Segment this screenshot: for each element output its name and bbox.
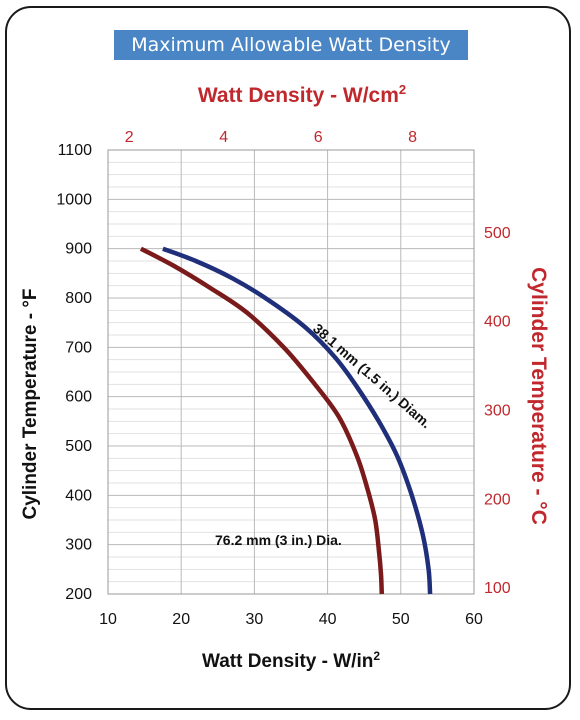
x-tick-label: 60 — [465, 611, 483, 628]
y-tick-label: 1000 — [56, 191, 92, 208]
x2-tick-label: 6 — [314, 129, 323, 146]
x-tick-label: 10 — [99, 611, 117, 628]
x-tick-label: 30 — [246, 611, 264, 628]
x2-tick-label: 4 — [219, 129, 228, 146]
top-axis-title-text: Watt Density - W/cm — [198, 84, 399, 107]
y-tick-label: 500 — [65, 438, 92, 455]
y2-tick-label: 200 — [484, 491, 511, 508]
right-axis-title: Cylinder Temperature - °C — [527, 267, 550, 525]
plot-frame — [107, 149, 475, 595]
left-axis-title: Cylinder Temperature - °F — [20, 288, 41, 519]
y-tick-label: 200 — [65, 586, 92, 603]
y2-tick-label: 100 — [484, 580, 511, 597]
y-tick-label: 600 — [65, 389, 92, 406]
x2-tick-label: 2 — [125, 129, 134, 146]
top-axis-title: Watt Density - W/cm2 — [198, 82, 406, 107]
x-tick-label: 20 — [172, 611, 190, 628]
y-tick-label: 900 — [65, 241, 92, 258]
bottom-axis-title: Watt Density - W/in2 — [202, 649, 380, 672]
y-tick-label: 1100 — [58, 142, 93, 159]
chart-title: Maximum Allowable Watt Density — [114, 30, 468, 60]
y-tick-label: 400 — [65, 487, 92, 504]
y2-tick-label: 300 — [484, 402, 511, 419]
series-line-0 — [162, 246, 433, 595]
chart-card — [5, 6, 571, 710]
series-line-1 — [139, 246, 385, 595]
y-tick-label: 700 — [65, 339, 92, 356]
y2-tick-label: 400 — [484, 314, 511, 331]
bottom-axis-title-text: Watt Density - W/in — [202, 651, 373, 672]
top-axis-title-sup: 2 — [399, 82, 406, 97]
series-label-76mm: 76.2 mm (3 in.) Dia. — [215, 532, 342, 548]
y-tick-label: 800 — [65, 290, 92, 307]
tick-labels: 200 300 400 500 600 700 800 900 1000 1100 10 20 30 40… — [56, 129, 510, 628]
y2-tick-label: 500 — [484, 225, 511, 242]
y-tick-label: 300 — [65, 537, 92, 554]
series — [139, 246, 433, 595]
x-tick-label: 40 — [319, 611, 337, 628]
grid — [107, 149, 475, 595]
bottom-axis-title-sup: 2 — [373, 649, 380, 663]
x-tick-label: 50 — [392, 611, 410, 628]
x2-tick-label: 8 — [408, 129, 417, 146]
